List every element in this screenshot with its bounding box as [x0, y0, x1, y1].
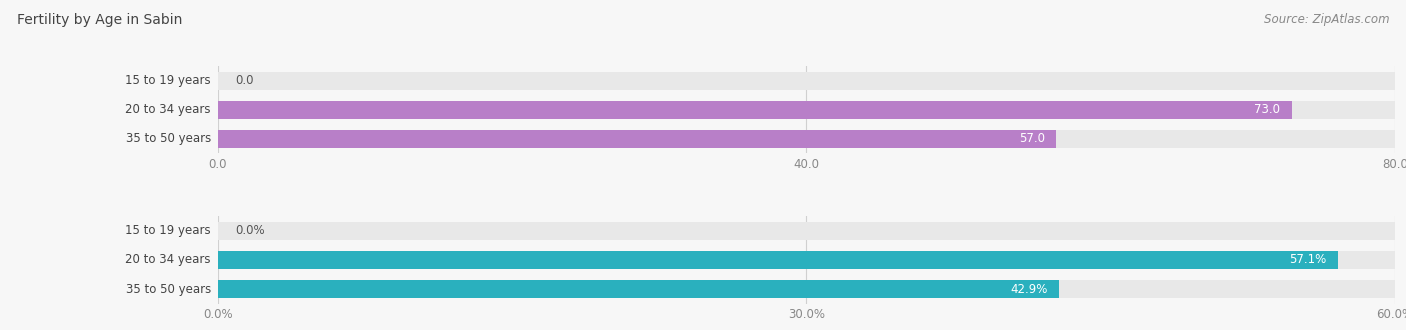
Text: 57.1%: 57.1% — [1289, 253, 1326, 266]
Bar — [218, 130, 1395, 148]
Bar — [218, 101, 1395, 119]
Text: 20 to 34 years: 20 to 34 years — [125, 103, 211, 116]
Bar — [218, 280, 1395, 298]
Text: 15 to 19 years: 15 to 19 years — [125, 74, 211, 87]
Bar — [218, 251, 1339, 269]
Text: 0.0: 0.0 — [236, 74, 254, 87]
Text: 42.9%: 42.9% — [1011, 282, 1047, 296]
Text: 15 to 19 years: 15 to 19 years — [125, 224, 211, 237]
Text: 20 to 34 years: 20 to 34 years — [125, 253, 211, 266]
Text: 57.0: 57.0 — [1019, 132, 1045, 145]
Bar — [218, 222, 1395, 240]
Bar — [218, 130, 1056, 148]
Text: Fertility by Age in Sabin: Fertility by Age in Sabin — [17, 13, 183, 27]
Text: 73.0: 73.0 — [1254, 103, 1279, 116]
Text: 35 to 50 years: 35 to 50 years — [125, 132, 211, 145]
Bar — [218, 101, 1292, 119]
Text: 35 to 50 years: 35 to 50 years — [125, 282, 211, 296]
Text: 0.0%: 0.0% — [236, 224, 266, 237]
Bar — [218, 251, 1395, 269]
Bar — [218, 280, 1059, 298]
Text: Source: ZipAtlas.com: Source: ZipAtlas.com — [1264, 13, 1389, 26]
Bar — [218, 72, 1395, 89]
